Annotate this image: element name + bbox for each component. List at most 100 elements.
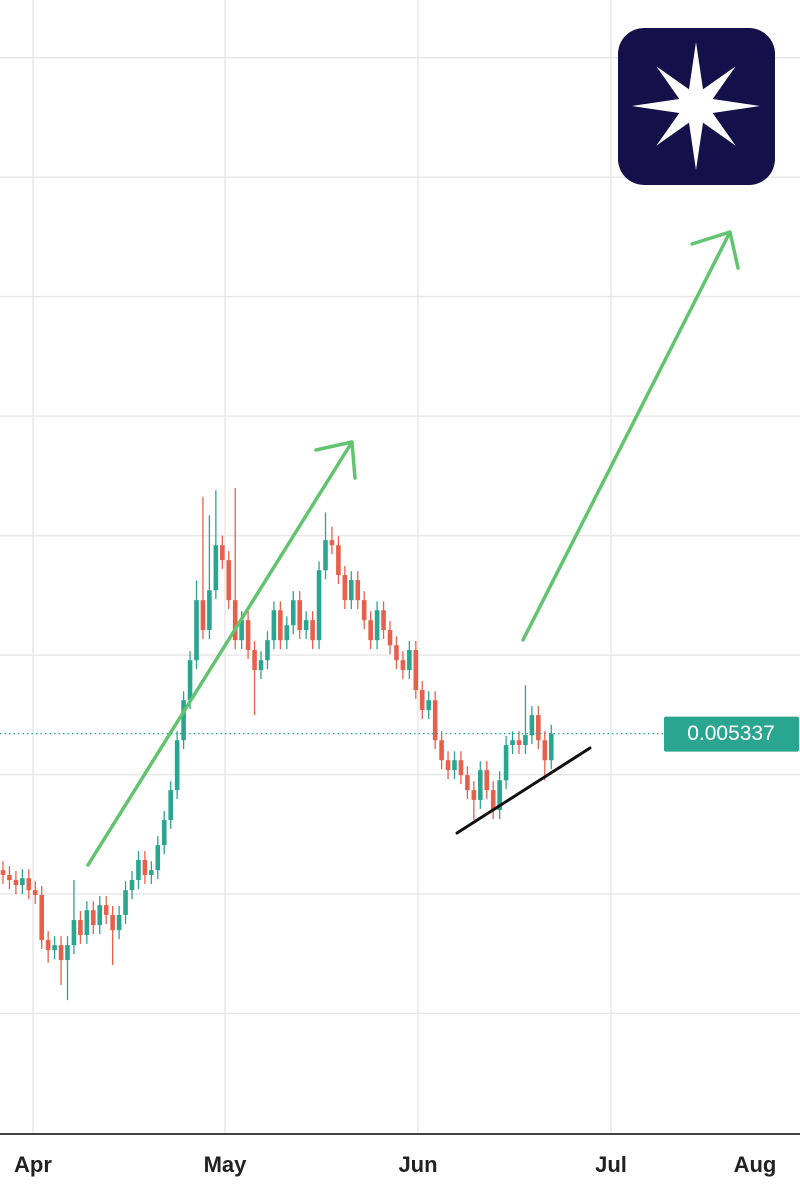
candle-body: [536, 715, 541, 741]
candle-body: [0, 870, 6, 875]
candle-body: [484, 770, 490, 791]
candle-body: [84, 910, 90, 935]
candle-body: [510, 740, 515, 746]
x-tick-label: Apr: [14, 1152, 52, 1177]
candle-body: [316, 570, 322, 641]
candle-body: [284, 625, 290, 641]
candle-body: [110, 914, 115, 931]
last-price-label: 0.005337: [687, 722, 775, 745]
candle-body: [181, 700, 186, 741]
price-tag: 0.005337: [0, 716, 799, 752]
candle-body: [336, 545, 341, 576]
x-tick-label: Jul: [595, 1152, 627, 1177]
candle-body: [478, 770, 483, 800]
candle-body: [26, 878, 32, 891]
last-price-box: [664, 716, 799, 752]
candle-body: [91, 910, 96, 926]
candle-body: [129, 880, 135, 891]
star-ray: [632, 98, 686, 114]
candle-body: [439, 740, 444, 761]
candle-body: [213, 545, 219, 591]
candle-body: [65, 945, 70, 961]
candle-body: [103, 905, 109, 915]
candle-body: [232, 600, 238, 641]
candle-body: [45, 940, 51, 951]
candle-body: [149, 870, 154, 875]
candle-body: [200, 600, 206, 631]
x-tick-label: May: [204, 1152, 248, 1177]
candle-body: [20, 878, 25, 886]
star-ray: [706, 98, 760, 114]
candle-body: [342, 575, 348, 601]
candle-body: [329, 540, 335, 546]
candle-body: [452, 760, 457, 771]
logo: [618, 28, 775, 185]
trend-arrow: [521, 230, 740, 642]
candle-body: [142, 860, 148, 875]
candle-body: [52, 945, 57, 951]
grid: [0, 0, 800, 1133]
x-axis-labels: Apr May Jun Jul Aug: [14, 1152, 776, 1177]
candle-body: [413, 650, 419, 691]
candle-body: [97, 905, 103, 926]
candle-body: [168, 790, 173, 820]
candle-body: [194, 600, 199, 661]
candle-body: [278, 610, 283, 641]
x-tick-label: Aug: [734, 1152, 777, 1177]
candle-body: [310, 620, 315, 641]
candle-body: [58, 945, 64, 961]
candle-body: [471, 790, 477, 800]
star-ray: [688, 116, 704, 170]
candle-body: [136, 860, 141, 881]
candles: [0, 488, 554, 1001]
candle-body: [271, 610, 277, 641]
candle-body: [323, 540, 328, 571]
candle-body: [523, 735, 528, 746]
candle-body: [548, 733, 554, 761]
candle-body: [458, 760, 464, 776]
star-center: [685, 95, 707, 117]
candle-body: [387, 630, 393, 646]
candle-body: [220, 545, 225, 561]
candle-body: [265, 640, 270, 661]
candle-body: [445, 760, 451, 771]
star-ray: [697, 107, 736, 146]
candle-body: [497, 780, 502, 811]
candle-body: [71, 920, 77, 946]
candle-body: [432, 700, 438, 741]
candle-body: [490, 790, 496, 811]
candle-body: [297, 600, 302, 631]
candle-body: [426, 700, 431, 711]
star-ray: [697, 66, 736, 105]
candle-body: [116, 914, 122, 931]
candle-body: [349, 580, 354, 601]
candle-body: [368, 620, 373, 641]
candle-body: [78, 920, 83, 935]
candle-body: [355, 580, 361, 601]
candle-body: [7, 874, 12, 881]
candle-body: [252, 650, 257, 671]
candle-body: [407, 650, 412, 671]
candle-body: [258, 660, 264, 671]
candle-body: [394, 645, 399, 661]
candle-body: [155, 845, 161, 871]
x-tick-label: Jun: [398, 1152, 437, 1177]
logo-star: [632, 42, 760, 170]
candle-body: [503, 745, 509, 781]
candle-body: [239, 620, 244, 641]
annotations: [86, 230, 740, 867]
candle-body: [207, 590, 212, 631]
candle-body: [39, 894, 44, 941]
candle-body: [465, 775, 470, 791]
candle-body: [161, 819, 167, 846]
star-ray: [688, 42, 704, 96]
star-ray: [656, 107, 695, 146]
candle-body: [32, 890, 38, 895]
trend-arrow: [86, 440, 357, 867]
star-ray: [656, 66, 695, 105]
candle-body: [419, 690, 425, 711]
candle-body: [187, 660, 193, 701]
candle-body: [123, 890, 128, 915]
